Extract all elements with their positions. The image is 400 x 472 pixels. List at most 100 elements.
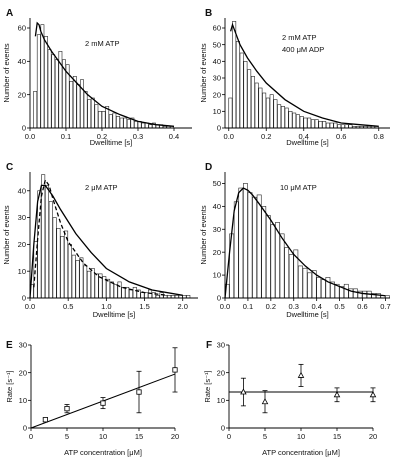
bar-b-4 xyxy=(243,61,248,129)
bar-d-17 xyxy=(302,267,308,299)
y-tick-label-e-2: 20 xyxy=(19,368,27,377)
fit-curve-c-0 xyxy=(29,184,183,299)
fit-curve-d-0 xyxy=(224,187,386,299)
bar-b-28 xyxy=(333,122,338,129)
y-tick-label-b-1: 10 xyxy=(213,107,221,116)
bar-b-22 xyxy=(310,119,315,129)
bar-c-24 xyxy=(121,286,126,299)
bar-a-3 xyxy=(44,36,48,129)
panel-label-b: B xyxy=(205,8,212,19)
bar-c-8 xyxy=(60,236,65,299)
y-tick-label-d-4: 40 xyxy=(213,202,221,211)
y-axis-label-a: Number of events xyxy=(2,43,11,102)
panel-label-d: D xyxy=(205,162,212,173)
bar-c-11 xyxy=(71,254,76,299)
y-tick-label-f-3: 30 xyxy=(217,341,225,350)
x-tick-label-e-0: 0 xyxy=(29,432,33,441)
x-tick-label-c-1: 0.5 xyxy=(63,302,73,311)
y-tick-label-c-0: 0 xyxy=(22,294,26,303)
bar-b-9 xyxy=(262,92,267,129)
y-tick-label-b-5: 50 xyxy=(213,40,221,49)
x-axis-label-a: Dwelltime [s] xyxy=(90,138,133,147)
x-tick-label-b-3: 0.6 xyxy=(336,132,346,141)
bar-d-6 xyxy=(252,196,257,299)
bar-a-22 xyxy=(112,112,117,129)
bar-b-21 xyxy=(307,117,312,129)
x-tick-label-c-2: 1.0 xyxy=(101,302,111,311)
bar-b-27 xyxy=(329,122,334,129)
x-tick-label-d-3: 0.3 xyxy=(289,302,299,311)
x-tick-label-f-0: 0 xyxy=(227,432,231,441)
y-tick-label-b-0: 0 xyxy=(217,124,221,133)
bar-d-18 xyxy=(307,272,312,299)
condition-label-b-1: 400 μM ADP xyxy=(282,45,324,54)
bar-b-3 xyxy=(239,52,244,129)
x-tick-label-a-3: 0.3 xyxy=(133,132,143,141)
bar-d-2 xyxy=(233,201,239,299)
bar-c-6 xyxy=(52,217,57,299)
condition-label-a-0: 2 mM ATP xyxy=(85,39,119,48)
y-tick-label-f-0: 0 xyxy=(221,424,225,433)
x-axis-label-c: Dwelltime [s] xyxy=(93,310,136,319)
bar-a-12 xyxy=(76,84,81,129)
y-tick-label-b-3: 30 xyxy=(213,74,221,83)
x-tick-label-d-5: 0.5 xyxy=(334,302,344,311)
x-tick-label-f-3: 15 xyxy=(333,432,341,441)
y-axis-label-d: Number of events xyxy=(199,205,208,264)
bar-d-21 xyxy=(320,279,326,299)
bar-a-32 xyxy=(148,124,153,129)
data-point-e-2 xyxy=(100,400,106,406)
x-tick-label-d-4: 0.4 xyxy=(311,302,321,311)
condition-label-d-0: 10 μM ATP xyxy=(280,183,317,192)
x-tick-label-c-4: 2.0 xyxy=(178,302,188,311)
bar-a-19 xyxy=(101,111,106,129)
condition-label-b-0: 2 mM ATP xyxy=(282,33,316,42)
bar-c-20 xyxy=(106,278,111,299)
bar-a-24 xyxy=(119,117,124,129)
bar-c-4 xyxy=(44,185,49,299)
y-tick-label-a-0: 0 xyxy=(22,124,26,133)
bar-c-1 xyxy=(33,241,38,299)
x-tick-label-e-1: 5 xyxy=(65,432,69,441)
bar-a-16 xyxy=(90,97,95,129)
y-tick-label-d-2: 20 xyxy=(213,248,221,257)
y-tick-label-e-0: 0 xyxy=(23,424,27,433)
bar-c-17 xyxy=(94,273,99,299)
bar-c-27 xyxy=(132,286,137,299)
y-tick-label-f-1: 10 xyxy=(217,396,225,405)
bar-a-14 xyxy=(83,91,88,129)
bar-a-6 xyxy=(54,59,59,129)
bar-c-5 xyxy=(48,201,53,299)
bar-d-8 xyxy=(261,206,267,299)
data-point-f-0 xyxy=(240,388,247,395)
data-point-e-1 xyxy=(64,406,70,412)
bar-a-18 xyxy=(98,111,102,129)
x-tick-label-d-6: 0.6 xyxy=(357,302,367,311)
bar-d-5 xyxy=(247,192,253,299)
bar-c-15 xyxy=(86,270,91,299)
x-tick-label-e-3: 15 xyxy=(135,432,143,441)
bar-c-14 xyxy=(83,265,88,299)
bar-b-31 xyxy=(344,124,349,129)
y-tick-label-d-5: 50 xyxy=(213,179,221,188)
y-tick-label-b-4: 40 xyxy=(213,57,221,66)
bar-b-24 xyxy=(318,121,323,129)
bar-c-12 xyxy=(75,260,80,299)
y-axis-label-e: Rate [s⁻¹] xyxy=(5,370,14,402)
bar-a-11 xyxy=(72,76,77,129)
data-point-e-4 xyxy=(172,367,178,373)
data-point-e-0 xyxy=(42,417,49,423)
bar-d-10 xyxy=(270,224,276,299)
y-axis-label-b: Number of events xyxy=(199,43,208,102)
bar-a-25 xyxy=(123,117,128,129)
x-tick-label-f-2: 10 xyxy=(297,432,305,441)
bar-b-26 xyxy=(325,122,330,129)
y-axis-label-c: Number of events xyxy=(2,205,11,264)
fit-curve-c-1 xyxy=(33,178,168,296)
bar-b-12 xyxy=(273,99,278,129)
x-tick-label-b-0: 0.0 xyxy=(224,132,234,141)
data-point-f-3 xyxy=(333,391,341,398)
y-tick-label-e-1: 10 xyxy=(19,396,27,405)
x-tick-label-d-0: 0.0 xyxy=(220,302,230,311)
